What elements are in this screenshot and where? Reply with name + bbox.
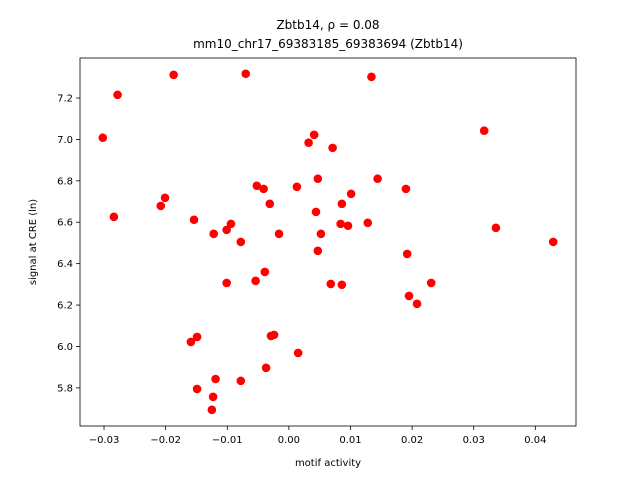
- point: [226, 219, 236, 229]
- point: [113, 90, 122, 100]
- point: [412, 299, 422, 309]
- point: [363, 218, 373, 228]
- point: [222, 225, 231, 235]
- point: [259, 184, 268, 194]
- point: [426, 278, 436, 288]
- point: [269, 330, 279, 340]
- y-tick-label: 5.8: [57, 383, 73, 394]
- point: [337, 199, 347, 209]
- y-tick-label: 7.0: [57, 135, 73, 146]
- y-tick-label: 6.4: [57, 259, 73, 270]
- point: [343, 221, 353, 231]
- x-tick-label: 0.04: [524, 435, 546, 446]
- y-tick-label: 6.2: [57, 301, 73, 312]
- point: [208, 392, 218, 402]
- axes-frame: [79, 57, 577, 427]
- point: [192, 332, 202, 342]
- point: [236, 376, 246, 386]
- point: [160, 193, 170, 203]
- point: [337, 280, 347, 290]
- point: [209, 229, 219, 239]
- x-tick-label: 0.02: [401, 435, 423, 446]
- chart-title: Zbtb14, ρ = 0.08: [276, 18, 379, 32]
- point: [265, 199, 275, 209]
- point: [156, 201, 166, 211]
- point: [548, 237, 558, 247]
- point: [311, 207, 321, 217]
- y-tick-label: 6.6: [57, 218, 73, 229]
- point: [491, 223, 501, 233]
- point: [313, 246, 323, 256]
- point: [98, 133, 108, 143]
- point: [109, 212, 119, 222]
- point: [326, 279, 336, 289]
- point: [346, 189, 356, 199]
- point: [313, 174, 323, 184]
- x-tick-label: 0.01: [339, 435, 361, 446]
- point: [189, 215, 199, 225]
- x-tick-label: −0.01: [212, 435, 243, 446]
- plot-area: [98, 69, 558, 415]
- point: [292, 182, 302, 192]
- point: [328, 143, 337, 153]
- point: [479, 126, 489, 135]
- point: [241, 69, 251, 79]
- point: [304, 138, 313, 148]
- point: [207, 405, 217, 415]
- y-tick-label: 6.8: [57, 176, 73, 187]
- x-tick-label: −0.03: [89, 435, 120, 446]
- y-tick-label: 7.2: [57, 93, 73, 104]
- point: [222, 278, 231, 288]
- point: [251, 276, 260, 286]
- x-axis-label: motif activity: [295, 458, 361, 469]
- x-tick-label: −0.02: [150, 435, 181, 446]
- point: [367, 72, 376, 82]
- point: [402, 249, 412, 259]
- point: [404, 291, 414, 301]
- chart-subtitle: mm10_chr17_69383185_69383694 (Zbtb14): [193, 37, 463, 51]
- x-tick-label: 0.00: [278, 435, 300, 446]
- point: [252, 181, 262, 191]
- point: [316, 229, 326, 239]
- point: [261, 363, 271, 373]
- point: [192, 384, 202, 394]
- point: [211, 374, 220, 384]
- point: [401, 184, 411, 194]
- x-tick-label: 0.03: [463, 435, 485, 446]
- point: [373, 174, 382, 184]
- point: [309, 130, 319, 140]
- y-axis-label: signal at CRE (ln): [28, 199, 39, 285]
- point: [336, 219, 345, 229]
- point: [236, 237, 246, 247]
- y-tick-label: 6.0: [57, 342, 73, 353]
- point: [274, 229, 284, 239]
- point: [169, 70, 178, 80]
- point: [186, 337, 196, 347]
- point: [260, 267, 270, 277]
- point: [293, 348, 303, 358]
